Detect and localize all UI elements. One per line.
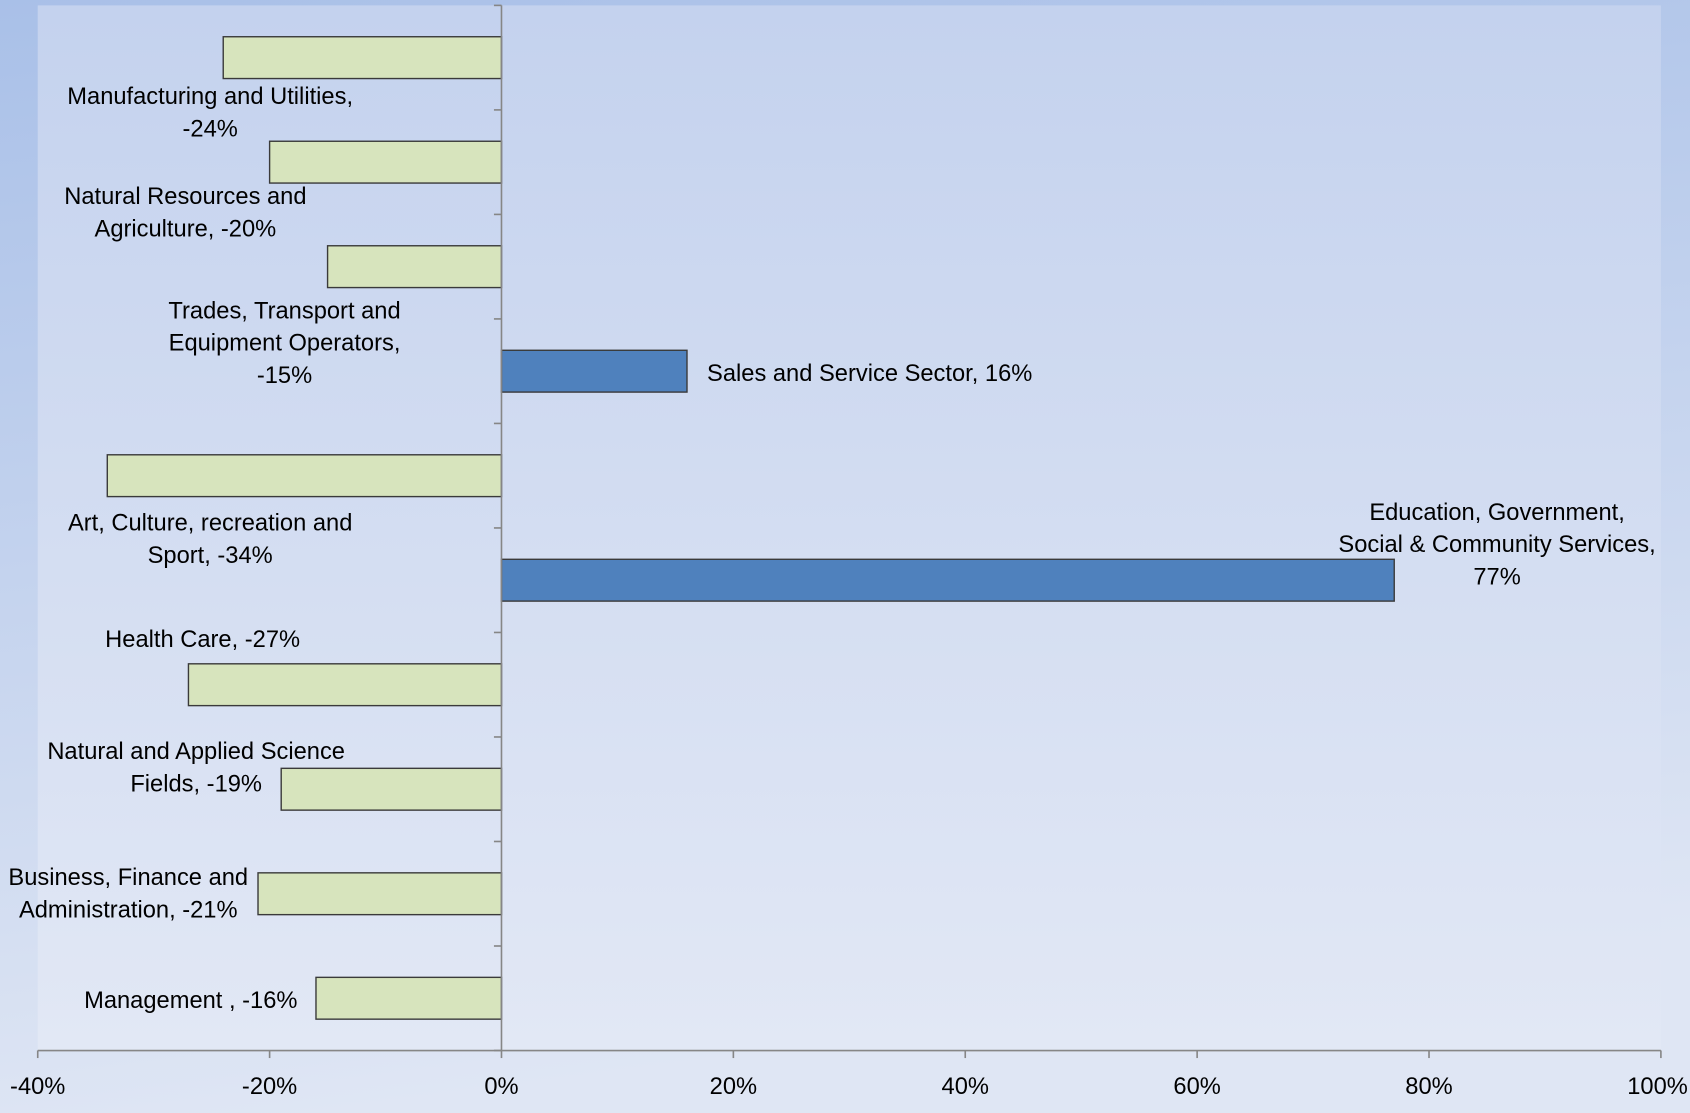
- data-label-natural-resources-and-agriculture: Natural Resources and Agriculture, -20%: [64, 184, 306, 242]
- bar-sales-and-service-sector: [500, 349, 688, 393]
- data-label-health-care: Health Care, -27%: [105, 627, 300, 653]
- data-label-line: Management , -16%: [84, 988, 297, 1014]
- value-axis: -40% -20% 0% 20% 40% 60% 80% 100%: [10, 1049, 1688, 1100]
- data-label-line: -15%: [257, 363, 312, 389]
- data-label-line: Sport, -34%: [148, 543, 273, 569]
- data-label-line: Agriculture, -20%: [95, 217, 277, 243]
- data-label-line: Natural and Applied Science: [47, 739, 345, 765]
- bar-education-government-social-and-community-services: [500, 558, 1395, 602]
- data-labels: Manufacturing and Utilities, -24% Natural …: [8, 84, 1655, 1014]
- data-label-line: Business, Finance and: [8, 865, 248, 891]
- data-label-business-finance-and-administration: Business, Finance and Administration, -21…: [8, 865, 248, 923]
- data-label-line: Fields, -19%: [130, 771, 262, 797]
- bar-art-culture-recreation-and-sport: [106, 454, 503, 498]
- data-label-management: Management , -16%: [84, 988, 297, 1014]
- data-label-art-culture-recreation-and-sport: Art, Culture, recreation and Sport, -34%: [68, 511, 352, 569]
- data-label-line: Education, Government,: [1369, 500, 1624, 526]
- x-tick-label: 40%: [942, 1074, 989, 1100]
- x-tick-label: 0%: [484, 1074, 518, 1100]
- data-label-line: Natural Resources and: [64, 184, 306, 210]
- bar-series: [106, 36, 1395, 1020]
- data-label-line: 77%: [1473, 565, 1520, 591]
- data-label-line: Equipment Operators,: [169, 331, 401, 357]
- data-label-line: Trades, Transport and: [168, 298, 400, 324]
- data-label-line: Manufacturing and Utilities,: [67, 84, 353, 110]
- bar-management: [315, 976, 503, 1020]
- bar-health-care: [187, 663, 503, 707]
- data-label-line: Sales and Service Sector, 16%: [707, 361, 1032, 387]
- data-label-line: -24%: [183, 116, 238, 142]
- bar-business-finance-and-administration: [257, 872, 503, 916]
- data-label-line: Health Care, -27%: [105, 627, 300, 653]
- data-label-line: Art, Culture, recreation and: [68, 511, 352, 537]
- data-label-trades-transport-and-equipment-operators: Trades, Transport and Equipment Operators…: [168, 298, 400, 389]
- data-label-line: Administration, -21%: [19, 897, 238, 923]
- data-label-education-government-social-and-community-services: Education, Government, Social & Community…: [1338, 500, 1655, 591]
- data-label-line: Social & Community Services,: [1338, 532, 1655, 558]
- bar-manufacturing-and-utilities: [222, 36, 503, 80]
- data-label-sales-and-service-sector: Sales and Service Sector, 16%: [707, 361, 1032, 387]
- bar-natural-and-applied-science-fields: [280, 767, 503, 811]
- data-label-manufacturing-and-utilities: Manufacturing and Utilities, -24%: [67, 84, 353, 142]
- data-label-natural-and-applied-science-fields: Natural and Applied Science Fields, -19%: [47, 739, 345, 797]
- x-tick-label: -20%: [242, 1074, 297, 1100]
- bar-trades-transport-and-equipment-operators: [326, 245, 503, 289]
- x-tick-label: 80%: [1405, 1074, 1452, 1100]
- bar-natural-resources-and-agriculture: [268, 140, 503, 184]
- x-tick-label: 60%: [1173, 1074, 1220, 1100]
- x-tick-label: -40%: [10, 1074, 65, 1100]
- x-tick-label: 100%: [1627, 1074, 1688, 1100]
- x-tick-label: 20%: [710, 1074, 757, 1100]
